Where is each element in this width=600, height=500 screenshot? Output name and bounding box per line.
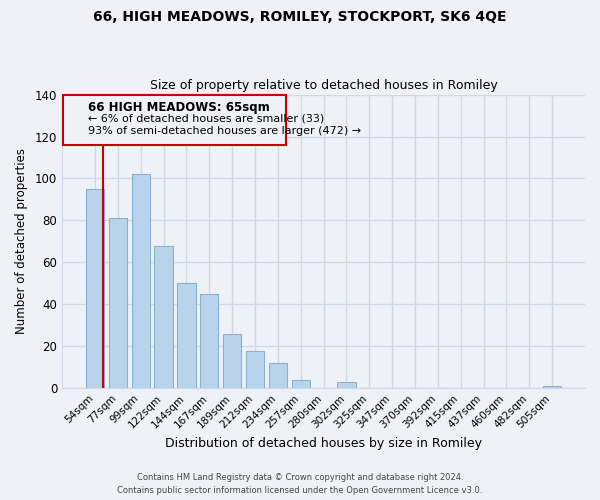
- Text: 93% of semi-detached houses are larger (472) →: 93% of semi-detached houses are larger (…: [88, 126, 361, 136]
- Bar: [246, 350, 264, 389]
- Y-axis label: Number of detached properties: Number of detached properties: [15, 148, 28, 334]
- Bar: [337, 382, 356, 388]
- Bar: [86, 189, 104, 388]
- Bar: [131, 174, 150, 388]
- FancyBboxPatch shape: [64, 94, 286, 145]
- Bar: [543, 386, 561, 388]
- Title: Size of property relative to detached houses in Romiley: Size of property relative to detached ho…: [150, 79, 497, 92]
- Bar: [269, 363, 287, 388]
- Bar: [154, 246, 173, 388]
- Bar: [178, 284, 196, 389]
- X-axis label: Distribution of detached houses by size in Romiley: Distribution of detached houses by size …: [165, 437, 482, 450]
- Text: ← 6% of detached houses are smaller (33): ← 6% of detached houses are smaller (33): [88, 114, 325, 124]
- Text: Contains HM Land Registry data © Crown copyright and database right 2024.
Contai: Contains HM Land Registry data © Crown c…: [118, 474, 482, 495]
- Bar: [292, 380, 310, 388]
- Bar: [200, 294, 218, 388]
- Text: 66 HIGH MEADOWS: 65sqm: 66 HIGH MEADOWS: 65sqm: [88, 101, 270, 114]
- Bar: [223, 334, 241, 388]
- Bar: [109, 218, 127, 388]
- Text: 66, HIGH MEADOWS, ROMILEY, STOCKPORT, SK6 4QE: 66, HIGH MEADOWS, ROMILEY, STOCKPORT, SK…: [93, 10, 507, 24]
